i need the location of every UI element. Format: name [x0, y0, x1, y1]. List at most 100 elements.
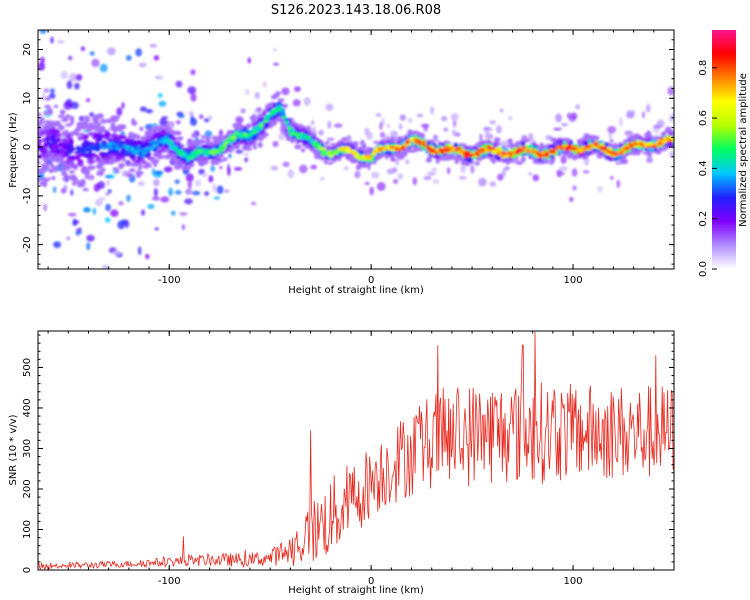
- y-tick-label: 400: [22, 398, 33, 417]
- heatmap-noise-blob: [145, 123, 153, 131]
- heatmap-noise-blob: [287, 169, 295, 179]
- heatmap-core-blob: [309, 141, 314, 144]
- heatmap-core-blob: [382, 148, 387, 151]
- heatmap-noise-blob: [386, 123, 391, 129]
- heatmap-core-blob: [624, 145, 629, 149]
- heatmap-ridge-blob: [120, 148, 126, 155]
- heatmap-noise-blob: [40, 56, 45, 64]
- heatmap-noise-blob: [187, 86, 197, 95]
- heatmap-noise-blob: [224, 189, 230, 194]
- heatmap-ridge-blob: [51, 157, 58, 162]
- heatmap-ridge-blob: [657, 148, 663, 153]
- spectrogram-frame: [37, 29, 675, 270]
- heatmap-ridge-blob: [69, 115, 75, 121]
- heatmap-noise-blob: [188, 110, 194, 117]
- heatmap-noise-blob: [53, 186, 57, 194]
- heatmap-noise-blob: [281, 87, 290, 96]
- heatmap-ridge-blob: [65, 114, 71, 118]
- heatmap-noise-blob: [369, 186, 375, 196]
- heatmap-ridge-blob: [550, 155, 555, 159]
- heatmap-ridge-blob: [139, 126, 144, 132]
- heatmap-ridge-blob: [85, 125, 90, 132]
- heatmap-ridge-blob: [43, 145, 48, 151]
- heatmap-noise-blob: [138, 246, 142, 256]
- heatmap-ridge-blob: [92, 135, 98, 140]
- heatmap-noise-blob: [50, 36, 54, 44]
- colorbar-tick-label: 0.2: [698, 211, 709, 227]
- colorbar-tick-label: 0.0: [698, 261, 709, 277]
- heatmap-core-blob: [592, 142, 597, 145]
- heatmap-ridge-blob: [590, 135, 596, 140]
- heatmap-ridge-blob: [61, 166, 68, 172]
- heatmap-ridge-blob: [99, 128, 106, 133]
- heatmap-core-blob: [371, 152, 376, 156]
- heatmap-noise-blob: [147, 204, 155, 209]
- heatmap-ridge-blob: [42, 157, 47, 163]
- heatmap-ridge-blob: [78, 152, 84, 157]
- heatmap-ridge-blob: [245, 123, 252, 129]
- heatmap-core-blob: [651, 145, 657, 149]
- y-tick-label: 500: [22, 358, 33, 377]
- heatmap-ridge-blob: [98, 134, 104, 139]
- heatmap-noise-blob: [153, 178, 160, 187]
- heatmap-noise-blob: [198, 168, 205, 175]
- heatmap-ridge-blob: [96, 170, 104, 176]
- heatmap-noise-blob: [121, 102, 125, 109]
- heatmap-noise-blob: [609, 176, 614, 180]
- heatmap-noise-blob: [154, 227, 159, 231]
- heatmap-ridge-blob: [189, 159, 194, 164]
- heatmap-noise-blob: [112, 250, 121, 256]
- heatmap-ridge-blob: [122, 135, 127, 139]
- heatmap-ridge-blob: [93, 126, 99, 130]
- heatmap-ridge-blob: [54, 148, 60, 154]
- heatmap-noise-blob: [432, 179, 440, 184]
- heatmap-ridge-blob: [52, 134, 57, 139]
- heatmap-core-blob: [382, 146, 386, 150]
- heatmap-ridge-blob: [520, 156, 526, 163]
- heatmap-ridge-blob: [147, 163, 152, 168]
- heatmap-core-blob: [320, 153, 326, 156]
- spectrogram-x-axis-label: Height of straight line (km): [288, 285, 424, 296]
- heatmap-noise-blob: [110, 209, 119, 217]
- heatmap-ridge-blob: [215, 159, 220, 166]
- heatmap-ridge-blob: [217, 154, 225, 158]
- heatmap-noise-blob: [154, 75, 164, 80]
- heatmap-ridge-blob: [173, 164, 182, 170]
- heatmap-core-blob: [435, 149, 439, 152]
- heatmap-core-blob: [508, 155, 513, 158]
- heatmap-ridge-blob: [405, 147, 413, 153]
- heatmap-noise-blob: [393, 178, 399, 184]
- heatmap-noise-blob: [532, 174, 540, 182]
- heatmap-ridge-blob: [360, 163, 368, 169]
- heatmap-noise-blob: [318, 129, 324, 136]
- heatmap-noise-blob: [66, 80, 73, 90]
- heatmap-ridge-blob: [39, 120, 45, 125]
- heatmap-noise-blob: [213, 196, 221, 200]
- heatmap-ridge-blob: [547, 144, 555, 150]
- heatmap-noise-blob: [42, 92, 46, 102]
- heatmap-ridge-blob: [84, 175, 89, 179]
- heatmap-core-blob: [284, 120, 289, 123]
- heatmap-ridge-blob: [413, 146, 420, 152]
- colorbar-label: Normalized spectral amplitude: [738, 73, 749, 227]
- heatmap-ridge-blob: [252, 144, 257, 150]
- heatmap-noise-blob: [326, 137, 335, 141]
- heatmap-ridge-blob: [129, 139, 135, 145]
- heatmap-ridge-blob: [583, 141, 589, 147]
- heatmap-noise-blob: [49, 284, 54, 292]
- heatmap-noise-blob: [124, 219, 130, 228]
- heatmap-ridge-blob: [133, 162, 138, 168]
- heatmap-noise-blob: [83, 207, 91, 213]
- heatmap-ridge-blob: [258, 113, 262, 119]
- heatmap-ridge-blob: [413, 131, 421, 136]
- heatmap-ridge-blob: [96, 164, 103, 170]
- heatmap-ridge-blob: [95, 119, 100, 123]
- x-tick-label: 0: [368, 576, 374, 587]
- x-tick-label: 100: [564, 275, 583, 286]
- heatmap-noise-blob: [669, 150, 674, 159]
- heatmap-noise-blob: [66, 236, 71, 241]
- heatmap-core-blob: [179, 152, 184, 156]
- heatmap-ridge-blob: [87, 132, 95, 137]
- heatmap-noise-blob: [371, 171, 380, 179]
- heatmap-noise-blob: [235, 116, 244, 124]
